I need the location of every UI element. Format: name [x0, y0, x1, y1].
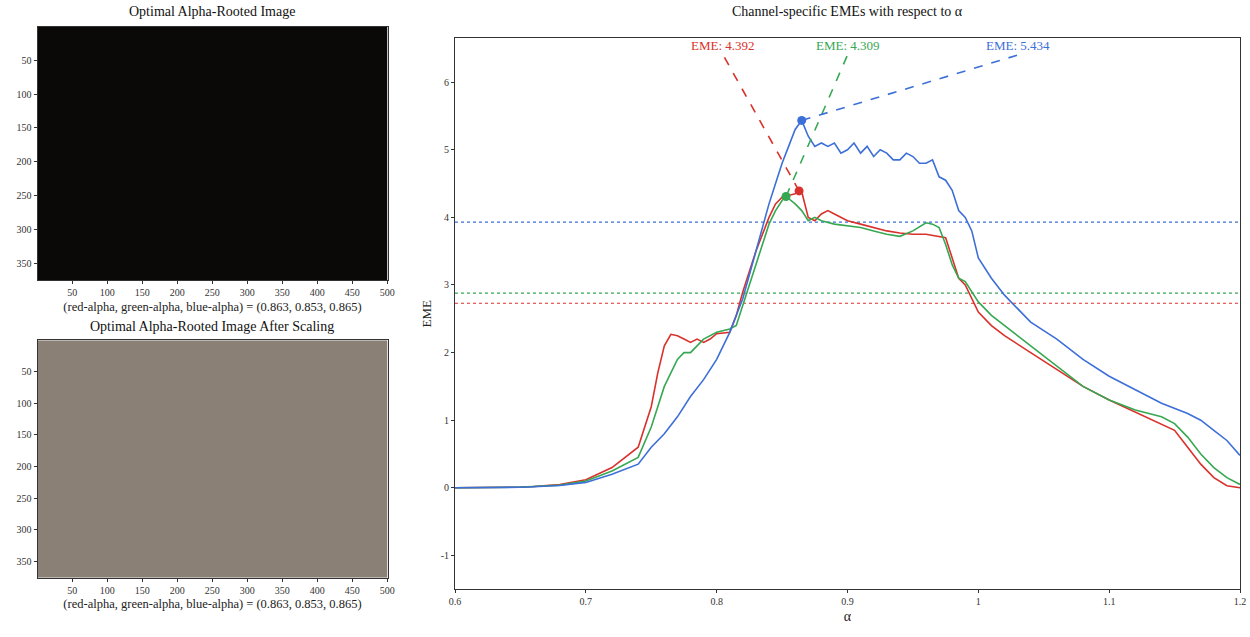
svg-text:200: 200	[170, 287, 185, 298]
svg-text:0: 0	[444, 482, 449, 493]
svg-text:300: 300	[240, 287, 255, 298]
svg-text:(red-alpha, green-alpha, blue-: (red-alpha, green-alpha, blue-alpha) = (…	[63, 300, 361, 314]
svg-text:6: 6	[444, 77, 449, 88]
svg-text:3: 3	[444, 279, 449, 290]
svg-text:0.8: 0.8	[710, 596, 723, 607]
svg-text:EME: 4.309: EME: 4.309	[816, 38, 880, 53]
svg-text:100: 100	[17, 398, 32, 409]
svg-text:450: 450	[345, 585, 360, 596]
svg-text:300: 300	[17, 224, 32, 235]
svg-text:EME: 5.434: EME: 5.434	[986, 38, 1050, 53]
svg-text:50: 50	[67, 585, 77, 596]
svg-text:1.1: 1.1	[1103, 596, 1116, 607]
svg-text:250: 250	[205, 585, 220, 596]
svg-text:350: 350	[275, 585, 290, 596]
svg-text:150: 150	[135, 287, 150, 298]
svg-text:50: 50	[22, 366, 32, 377]
svg-text:0.6: 0.6	[449, 596, 462, 607]
svg-text:100: 100	[17, 89, 32, 100]
svg-text:50: 50	[22, 55, 32, 66]
svg-text:300: 300	[240, 585, 255, 596]
svg-text:500: 500	[380, 585, 395, 596]
svg-text:350: 350	[275, 287, 290, 298]
svg-text:50: 50	[67, 287, 77, 298]
svg-text:4: 4	[444, 212, 449, 223]
svg-text:400: 400	[310, 287, 325, 298]
svg-text:200: 200	[17, 461, 32, 472]
svg-text:Channel-specific EMEs with res: Channel-specific EMEs with respect to α	[732, 4, 963, 19]
svg-text:5: 5	[444, 144, 449, 155]
svg-text:Optimal Alpha-Rooted Image: Optimal Alpha-Rooted Image	[129, 4, 295, 19]
svg-text:300: 300	[17, 524, 32, 535]
svg-text:100: 100	[100, 287, 115, 298]
svg-text:400: 400	[310, 585, 325, 596]
svg-text:150: 150	[17, 122, 32, 133]
svg-text:EME: 4.392: EME: 4.392	[691, 38, 755, 53]
svg-text:250: 250	[17, 493, 32, 504]
svg-text:150: 150	[135, 585, 150, 596]
svg-text:α: α	[844, 609, 852, 624]
svg-text:100: 100	[100, 585, 115, 596]
svg-text:250: 250	[205, 287, 220, 298]
svg-text:EME: EME	[419, 300, 434, 328]
svg-text:0.9: 0.9	[841, 596, 854, 607]
svg-text:450: 450	[345, 287, 360, 298]
svg-text:200: 200	[17, 156, 32, 167]
svg-text:350: 350	[17, 556, 32, 567]
svg-text:500: 500	[380, 287, 395, 298]
svg-text:(red-alpha, green-alpha, blue-: (red-alpha, green-alpha, blue-alpha) = (…	[63, 597, 361, 611]
svg-text:2: 2	[444, 347, 449, 358]
svg-text:1.2: 1.2	[1234, 596, 1247, 607]
svg-text:250: 250	[17, 190, 32, 201]
svg-text:Optimal Alpha-Rooted Image Aft: Optimal Alpha-Rooted Image After Scaling	[90, 319, 334, 334]
svg-text:1: 1	[444, 415, 449, 426]
svg-text:200: 200	[170, 585, 185, 596]
svg-text:150: 150	[17, 429, 32, 440]
svg-text:1: 1	[976, 596, 981, 607]
svg-text:-1: -1	[441, 550, 449, 561]
svg-text:0.7: 0.7	[580, 596, 593, 607]
svg-text:350: 350	[17, 258, 32, 269]
